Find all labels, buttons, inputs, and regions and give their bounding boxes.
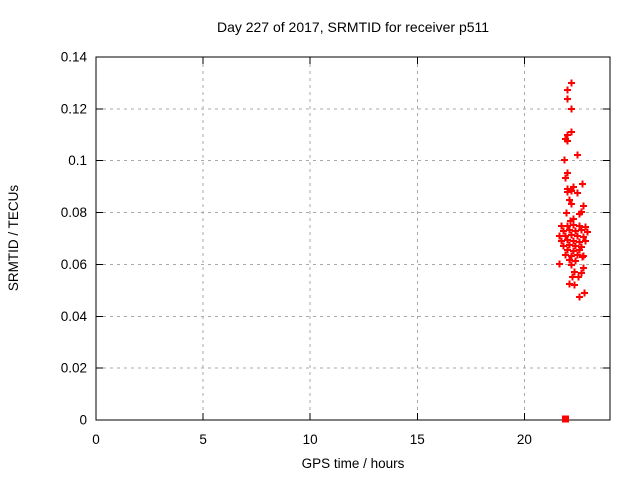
data-point-plus	[563, 222, 571, 230]
data-point-plus	[573, 151, 581, 159]
data-point-plus	[557, 237, 565, 245]
data-point-plus	[563, 169, 571, 177]
data-point-plus	[567, 128, 575, 136]
y-axis-label: SRMTID / TECUs	[6, 185, 21, 292]
data-point-plus	[566, 256, 574, 264]
data-point-plus	[555, 260, 563, 268]
data-point-plus	[578, 180, 586, 188]
data-point-plus	[561, 174, 569, 182]
x-tick-label: 15	[410, 432, 425, 447]
data-point-plus	[572, 257, 580, 265]
data-point-plus	[560, 156, 568, 164]
data-point-plus	[578, 226, 586, 234]
axis-ticks	[95, 56, 610, 421]
y-tick-label: 0	[79, 413, 87, 428]
data-point-plus	[570, 281, 578, 289]
data-point-plus	[578, 253, 586, 261]
chart-title: Day 227 of 2017, SRMTID for receiver p51…	[217, 19, 489, 35]
data-point-plus	[581, 223, 589, 231]
data-point-plus	[579, 233, 587, 241]
data-point-plus	[566, 226, 574, 234]
x-tick-label: 10	[303, 432, 318, 447]
data-point-plus	[581, 289, 589, 297]
data-point-plus	[555, 232, 563, 240]
data-point-plus	[581, 237, 589, 245]
data-point-plus	[561, 251, 569, 259]
data-point-plus	[575, 246, 583, 254]
data-point-plus	[573, 189, 581, 197]
data-point-plus	[563, 246, 571, 254]
data-point-plus	[578, 269, 586, 277]
data-point-plus	[575, 222, 583, 230]
data-point-plus	[563, 236, 571, 244]
data-point-plus	[569, 273, 577, 281]
y-tick-label: 0.12	[61, 101, 87, 116]
y-tick-label: 0.04	[61, 309, 88, 324]
plot-border	[95, 56, 611, 421]
data-point-plus	[575, 273, 583, 281]
x-tick-label: 5	[199, 432, 207, 447]
data-point-plus	[572, 242, 580, 250]
data-point-plus	[579, 252, 587, 260]
y-tick-label: 0.1	[68, 153, 87, 168]
data-point-plus	[567, 200, 575, 208]
plot-border-rect	[95, 56, 611, 421]
data-point-plus	[573, 251, 581, 259]
x-tick-label: 0	[92, 432, 100, 447]
data-point-plus	[575, 293, 583, 301]
y-tick-label: 0.08	[61, 205, 87, 220]
data-point-plus	[579, 264, 587, 272]
data-point-plus	[567, 187, 575, 195]
data-point-plus	[579, 202, 587, 210]
x-axis-label: GPS time / hours	[302, 456, 405, 471]
y-tick-label: 0.02	[61, 361, 87, 376]
data-point-plus	[563, 95, 571, 103]
data-point-plus	[563, 86, 571, 94]
data-point-square	[561, 415, 569, 423]
data-point-plus	[559, 227, 567, 235]
y-tick-label: 0.14	[61, 50, 88, 65]
data-point-plus	[566, 241, 574, 249]
data-point-plus	[557, 222, 565, 230]
data-point-plus	[559, 242, 567, 250]
data-point-plus	[566, 217, 574, 225]
data-point-plus	[567, 79, 575, 87]
x-tick-label: 20	[517, 432, 532, 447]
data-point-plus	[563, 137, 571, 145]
data-point-plus	[567, 105, 575, 113]
data-point-plus	[567, 261, 575, 269]
y-tick-label: 0.06	[61, 257, 87, 272]
data-point-plus	[570, 183, 578, 191]
x-tick-labels: 0 5 10 15 20	[92, 432, 532, 447]
y-tick-labels: 0 0.02 0.04 0.06 0.08 0.1 0.12 0.14	[61, 50, 88, 428]
data-point-plus	[567, 231, 575, 239]
data-point-plus	[570, 221, 578, 229]
data-point-plus	[567, 252, 575, 260]
data-point-plus	[563, 188, 571, 196]
data-point-plus	[575, 210, 583, 218]
data-point-plus	[562, 209, 570, 217]
data-point-plus	[563, 131, 571, 139]
data-points	[555, 79, 592, 423]
data-point-plus	[575, 238, 583, 246]
data-point-plus	[561, 232, 569, 240]
data-point-plus	[572, 227, 580, 235]
data-point-plus	[570, 268, 578, 276]
data-point-plus	[566, 196, 574, 204]
grid-lines	[95, 56, 610, 421]
data-point-plus	[584, 228, 592, 236]
data-point-plus	[573, 232, 581, 240]
data-point-plus	[570, 247, 578, 255]
